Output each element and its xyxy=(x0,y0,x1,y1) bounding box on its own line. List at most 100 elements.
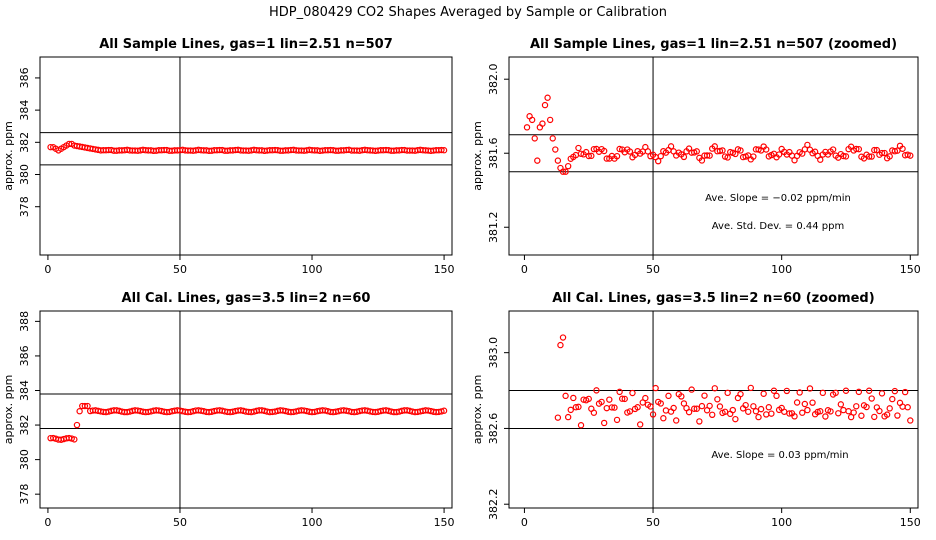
data-series xyxy=(47,402,448,443)
data-point xyxy=(593,387,600,394)
data-point xyxy=(721,408,729,415)
data-point xyxy=(585,395,592,403)
data-point xyxy=(829,146,837,153)
data-point xyxy=(796,389,803,396)
data-point xyxy=(752,408,760,415)
data-point xyxy=(606,396,613,403)
data-point xyxy=(871,146,878,154)
data-point xyxy=(891,387,899,395)
x-tick-label: 50 xyxy=(646,263,660,276)
data-point xyxy=(634,404,641,411)
data-point xyxy=(842,153,850,160)
data-point xyxy=(883,411,891,418)
data-point xyxy=(71,436,78,443)
plot-frame xyxy=(39,310,453,509)
chart-title: All Sample Lines, gas=1 lin=2.51 n=507 xyxy=(99,37,393,52)
data-point xyxy=(636,421,644,428)
chart-panel-1: All Sample Lines, gas=1 lin=2.51 n=507 ap… xyxy=(2,37,455,276)
data-point xyxy=(709,411,716,419)
data-point xyxy=(616,145,623,153)
data-point xyxy=(626,148,634,155)
data-point xyxy=(564,413,572,421)
data-point xyxy=(876,407,883,415)
y-tick-label: 381.2 xyxy=(487,211,500,243)
data-point xyxy=(600,147,608,155)
data-point xyxy=(750,403,757,410)
data-point xyxy=(528,116,536,124)
data-point xyxy=(745,408,752,415)
data-point xyxy=(618,395,626,402)
annotation-text: Ave. Slope = −0.02 ppm/min xyxy=(705,193,851,204)
data-point xyxy=(840,406,847,414)
data-point xyxy=(832,389,839,397)
data-point xyxy=(81,402,89,410)
data-point xyxy=(73,421,81,429)
y-axis-label: approx. ppm xyxy=(471,375,484,445)
data-point xyxy=(600,419,608,427)
data-point xyxy=(750,153,757,160)
data-point xyxy=(817,408,824,415)
y-tick-label: 384 xyxy=(18,100,31,121)
x-tick-label: 100 xyxy=(771,263,792,276)
data-point xyxy=(791,413,798,420)
y-tick-label: 388 xyxy=(18,311,31,332)
data-point xyxy=(567,406,574,414)
data-point xyxy=(688,386,695,393)
data-point xyxy=(546,116,554,124)
data-point xyxy=(716,403,724,410)
x-tick-label: 100 xyxy=(302,516,323,529)
data-point xyxy=(904,404,911,411)
data-point xyxy=(647,403,654,410)
chart-panel-3: All Cal. Lines, gas=3.5 lin=2 n=60 approx… xyxy=(2,291,455,529)
data-point xyxy=(621,395,628,403)
data-point xyxy=(703,152,711,159)
data-point xyxy=(523,124,531,131)
y-tick-label: 381.6 xyxy=(487,137,500,169)
data-point xyxy=(549,135,556,142)
plot-frame xyxy=(508,310,919,509)
plot-frame xyxy=(39,56,453,256)
data-point xyxy=(894,412,901,419)
data-series xyxy=(554,334,914,429)
data-point xyxy=(562,168,569,175)
x-tick-label: 50 xyxy=(173,263,187,276)
data-series xyxy=(47,140,448,155)
data-point xyxy=(590,145,598,153)
data-point xyxy=(783,387,791,395)
data-point xyxy=(737,390,744,398)
y-axis-label: approx. ppm xyxy=(471,121,484,191)
data-point xyxy=(608,404,616,411)
data-point xyxy=(665,392,672,400)
data-point xyxy=(827,408,834,415)
data-point xyxy=(629,389,636,397)
plot-frame xyxy=(508,56,919,256)
data-point xyxy=(657,152,664,160)
data-point xyxy=(809,399,816,406)
data-point xyxy=(889,395,896,403)
data-point xyxy=(554,414,562,421)
data-point xyxy=(799,409,806,416)
data-point xyxy=(763,146,770,153)
data-point xyxy=(562,392,569,400)
data-point xyxy=(667,143,675,150)
data-point xyxy=(613,416,621,424)
x-tick-label: 150 xyxy=(434,516,455,529)
data-point xyxy=(613,152,621,160)
data-point xyxy=(598,398,605,406)
data-point xyxy=(559,334,567,341)
data-point xyxy=(557,341,564,349)
y-tick-label: 386 xyxy=(18,67,31,88)
data-point xyxy=(590,409,598,416)
data-point xyxy=(737,147,744,154)
data-point xyxy=(84,402,91,410)
annotation-text: Ave. Std. Dev. = 0.44 ppm xyxy=(712,221,844,232)
data-point xyxy=(863,403,870,411)
data-point xyxy=(554,157,562,164)
y-axis-label: approx. ppm xyxy=(2,375,15,445)
data-point xyxy=(724,389,731,397)
data-point xyxy=(603,404,610,412)
data-point xyxy=(670,404,677,412)
y-tick-label: 378 xyxy=(18,484,31,505)
chart-title: All Sample Lines, gas=1 lin=2.51 n=507 (… xyxy=(530,37,897,52)
data-point xyxy=(868,153,875,160)
